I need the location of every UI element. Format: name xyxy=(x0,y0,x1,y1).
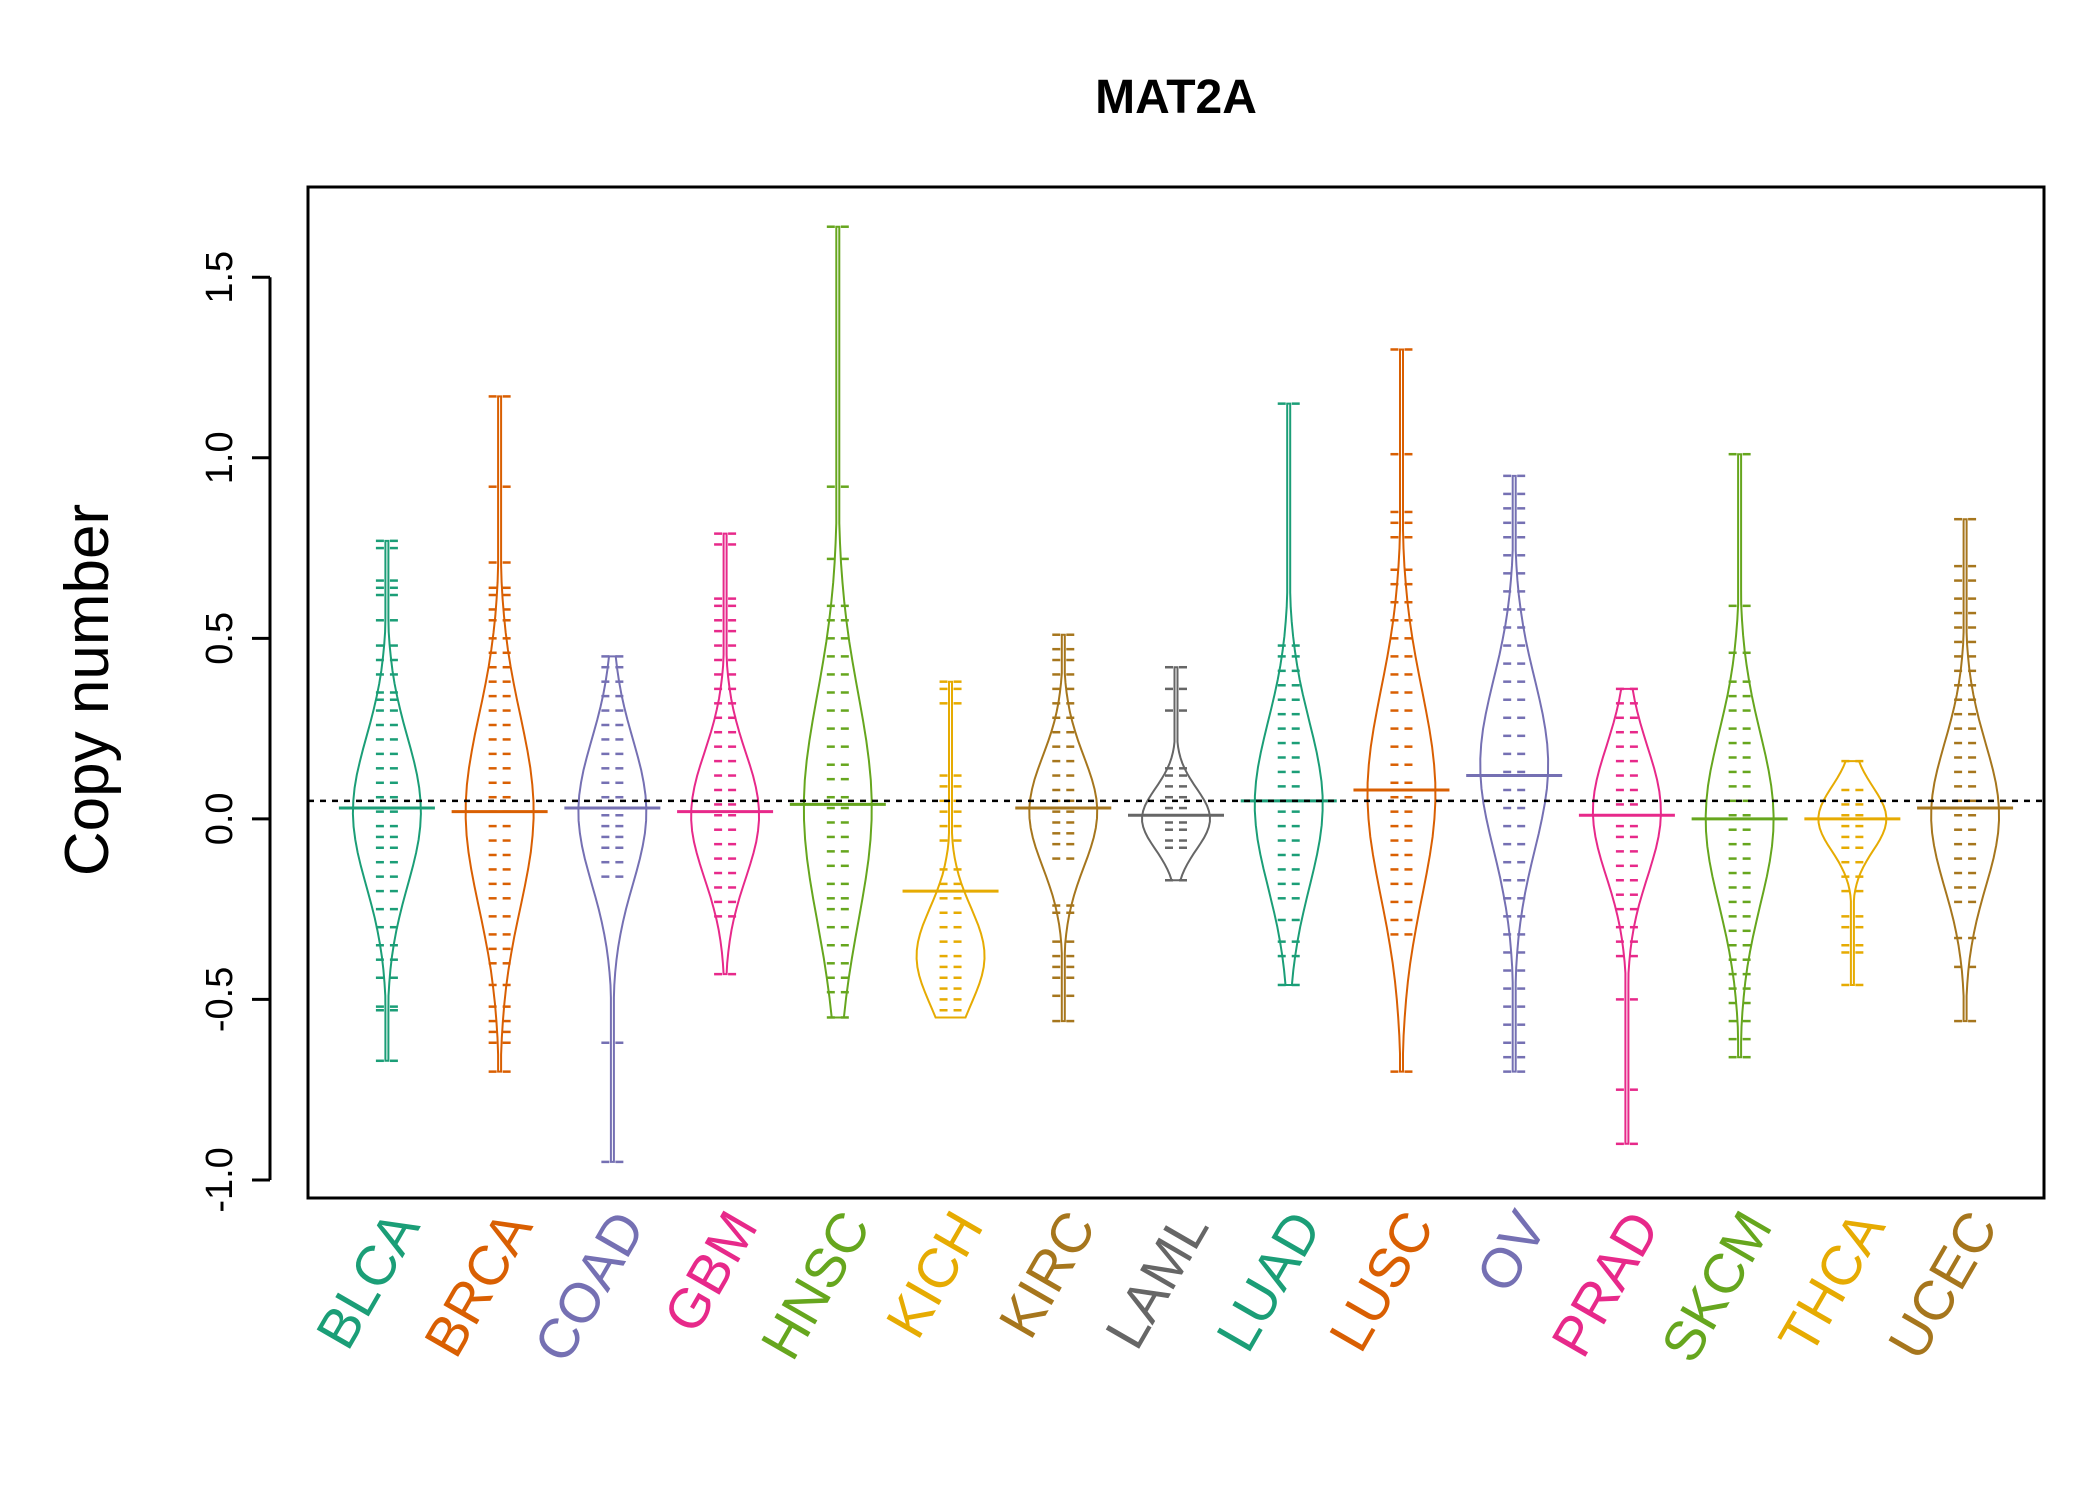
category-label-laml: LAML xyxy=(1093,1201,1221,1359)
y-tick-label: -0.5 xyxy=(199,967,241,1032)
bean-density-outline xyxy=(1141,666,1211,882)
bean-hnsc xyxy=(789,225,886,1019)
bean-density-outline xyxy=(351,539,422,1062)
bean-density-outline xyxy=(1930,518,2001,1023)
y-tick-label: 1.0 xyxy=(199,431,241,484)
y-tick-label: -1.0 xyxy=(199,1147,241,1212)
bean-density-outline xyxy=(1366,348,1437,1073)
category-label-luad: LUAD xyxy=(1204,1201,1333,1362)
bean-density-outline xyxy=(577,655,648,1163)
bean-brca xyxy=(451,395,548,1073)
bean-thca xyxy=(1804,759,1901,987)
plot-frame xyxy=(306,185,2046,1200)
bean-kich xyxy=(902,680,999,1019)
y-axis: -1.0 -0.5 0.0 0.5 1.0 1.5 xyxy=(199,251,272,1213)
bean-kirc xyxy=(1015,633,1112,1023)
bean-density-outline xyxy=(1591,687,1662,1145)
category-label-kirc: KIRC xyxy=(986,1201,1107,1348)
bean-blca xyxy=(338,539,435,1063)
y-tick-label: 1.5 xyxy=(199,251,241,304)
category-label-coad: COAD xyxy=(521,1201,656,1373)
y-axis-label: Copy number xyxy=(53,504,122,876)
bean-density-outline xyxy=(915,680,986,1019)
bean-ucec xyxy=(1917,517,2014,1023)
bean-coad xyxy=(564,655,661,1164)
category-label-kich: KICH xyxy=(873,1201,994,1348)
category-label-lusc: LUSC xyxy=(1317,1201,1446,1362)
category-label-skcm: SKCM xyxy=(1649,1201,1784,1373)
category-label-gbm: GBM xyxy=(651,1201,769,1343)
y-tick-label: 0.0 xyxy=(199,792,241,845)
category-label-ucec: UCEC xyxy=(1876,1201,2010,1370)
bean-density-outline xyxy=(1253,402,1324,986)
chart-title: MAT2A xyxy=(1095,71,1257,124)
bean-density-outline xyxy=(1817,760,1888,986)
y-tick-label: 0.5 xyxy=(199,612,241,665)
bean-gbm xyxy=(677,532,774,976)
category-label-ov: OV xyxy=(1464,1200,1559,1302)
beans-layer xyxy=(338,225,2014,1164)
bean-density-outline xyxy=(1479,474,1550,1073)
bean-density-outline xyxy=(1704,453,1775,1059)
bean-density-outline xyxy=(464,395,535,1073)
bean-lusc xyxy=(1353,348,1450,1073)
bean-ov xyxy=(1466,474,1563,1073)
bean-prad xyxy=(1578,687,1675,1146)
bean-density-outline xyxy=(802,225,873,1019)
bean-luad xyxy=(1240,402,1337,987)
bean-laml xyxy=(1128,665,1224,882)
bean-density-outline xyxy=(690,532,761,976)
bean-skcm xyxy=(1691,452,1788,1059)
category-label-hnsc: HNSC xyxy=(748,1201,882,1370)
bean-density-outline xyxy=(1028,633,1099,1023)
